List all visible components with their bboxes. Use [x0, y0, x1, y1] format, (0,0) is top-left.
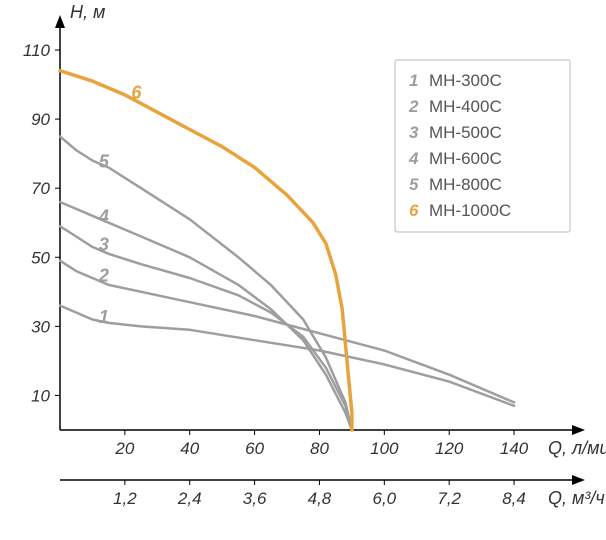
- legend-num: 4: [408, 149, 419, 168]
- legend-num: 1: [409, 71, 418, 90]
- x1-tick-label: 100: [370, 439, 399, 458]
- x1-axis-title: Q, л/мин: [548, 438, 606, 458]
- series-label-5: 5: [99, 151, 110, 171]
- series-label-2: 2: [98, 265, 109, 285]
- legend-label: МН-800С: [429, 175, 502, 194]
- legend-num: 2: [408, 97, 419, 116]
- legend-label: МН-300С: [429, 71, 502, 90]
- y-tick-label: 50: [31, 248, 50, 267]
- x2-tick-label: 2,4: [177, 489, 202, 508]
- series-label-6: 6: [131, 82, 142, 102]
- x2-tick-label: 4,8: [308, 489, 332, 508]
- legend-num: 6: [409, 201, 419, 220]
- legend-label: МН-400С: [429, 97, 502, 116]
- x2-axis-title: Q, м³/ч: [548, 488, 605, 508]
- legend-num: 3: [409, 123, 419, 142]
- y-tick-label: 30: [31, 317, 50, 336]
- y-tick-label: 110: [23, 41, 51, 60]
- x2-tick-label: 7,2: [437, 489, 461, 508]
- legend-label: МН-1000С: [429, 201, 511, 220]
- series-line-1: [60, 306, 514, 406]
- chart-svg: 10 30 50 70 90 110 H, м 20 40 60 80 100 120 140 Q, л/м…: [0, 0, 606, 540]
- legend-label: МН-500С: [429, 123, 502, 142]
- series-label-4: 4: [98, 207, 109, 227]
- x2-tick-label: 8,4: [502, 489, 526, 508]
- series-label-3: 3: [99, 234, 109, 254]
- x2-tick-label: 6,0: [373, 489, 397, 508]
- legend-label: МН-600С: [429, 149, 502, 168]
- x2-tick-label: 1,2: [113, 489, 137, 508]
- x1-tick-label: 140: [500, 439, 529, 458]
- pump-curve-chart: 10 30 50 70 90 110 H, м 20 40 60 80 100 120 140 Q, л/м…: [0, 0, 606, 540]
- series-label-1: 1: [99, 307, 109, 327]
- x1-tick-label: 20: [114, 439, 134, 458]
- x1-tick-label: 80: [310, 439, 329, 458]
- x1-tick-label: 40: [180, 439, 199, 458]
- y-tick-label: 90: [31, 110, 50, 129]
- x2-tick-label: 3,6: [243, 489, 267, 508]
- y-tick-label: 70: [31, 179, 50, 198]
- legend-num: 5: [409, 175, 419, 194]
- x1-tick-label: 60: [245, 439, 264, 458]
- x1-tick-label: 120: [435, 439, 464, 458]
- y-axis-title: H, м: [70, 2, 105, 22]
- y-tick-label: 10: [31, 386, 50, 405]
